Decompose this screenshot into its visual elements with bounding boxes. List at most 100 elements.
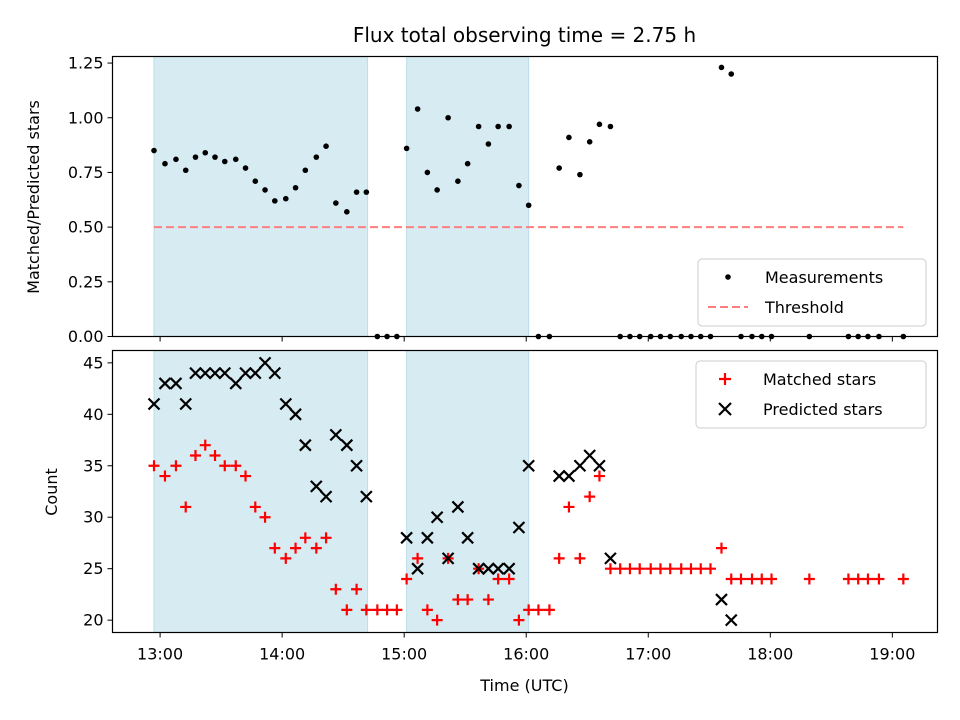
predicted-star-point [604, 552, 617, 565]
matched-star-point [462, 594, 474, 606]
predicted-star-point [512, 521, 526, 534]
x-tick-label: 18:00 [747, 645, 793, 664]
matched-star-point [492, 573, 504, 585]
top-y-axis-label: Matched/Predicted stars [24, 100, 43, 294]
matched-star-point [532, 604, 544, 616]
y-tick-label: 30 [83, 508, 103, 527]
measurement-point [252, 178, 259, 184]
legend-predicted-label: Predicted stars [763, 400, 883, 419]
predicted-star-point [482, 562, 495, 575]
matched-star-point [695, 563, 707, 575]
matched-star-point [148, 460, 160, 472]
measurement-point [323, 143, 329, 149]
legend-measurements-marker [725, 274, 731, 280]
matched-star-point [803, 573, 815, 585]
y-tick-label: 1.25 [68, 54, 104, 73]
predicted-star-point [158, 377, 172, 390]
predicted-star-point [552, 469, 566, 483]
y-tick-label: 35 [83, 456, 103, 475]
shaded-span [406, 56, 530, 337]
measurement-point [202, 149, 209, 156]
bottom-data-points [147, 356, 909, 627]
predicted-star-point [472, 562, 485, 575]
matched-star-point [230, 460, 242, 472]
measurement-point [151, 147, 157, 154]
predicted-star-point [268, 366, 282, 380]
matched-star-point [330, 583, 342, 595]
top-axes-frame [111, 55, 939, 338]
y-tick-label: 45 [83, 353, 103, 372]
shaded-span [406, 350, 530, 633]
y-tick-label: 0.75 [68, 163, 104, 182]
x-tick-label: 13:00 [137, 645, 183, 664]
matched-star-point [249, 501, 261, 513]
matched-star-point [431, 614, 443, 626]
x-tick-label: 19:00 [869, 645, 915, 664]
predicted-star-point [421, 531, 434, 545]
x-tick-label: 17:00 [625, 645, 671, 664]
predicted-star-point [411, 562, 424, 575]
measurement-point [434, 187, 440, 193]
predicted-star-point [329, 428, 343, 442]
measurement-point [718, 64, 725, 71]
matched-star-point [756, 573, 768, 585]
measurement-point [344, 209, 350, 215]
predicted-star-point [249, 366, 262, 380]
matched-star-point [219, 460, 231, 472]
matched-star-point [401, 573, 413, 585]
predicted-star-point [208, 366, 222, 380]
matched-star-point [563, 501, 575, 513]
matched-star-point [746, 573, 758, 585]
measurement-point [596, 121, 603, 128]
matched-star-point [412, 552, 424, 564]
predicted-star-point [583, 449, 596, 462]
predicted-star-point [147, 397, 161, 411]
measurement-point [173, 156, 179, 163]
predicted-star-point [218, 366, 232, 380]
matched-star-point [299, 532, 311, 544]
top-shaded-spans [153, 56, 530, 337]
matched-star-point [553, 552, 565, 564]
legend-threshold-label: Threshold [764, 298, 844, 317]
x-tick-label: 16:00 [503, 645, 549, 664]
matched-star-point [584, 491, 596, 503]
predicted-star-point [491, 562, 505, 575]
bottom-axes-frame [111, 349, 939, 634]
matched-star-point [614, 563, 626, 575]
predicted-star-point [593, 459, 606, 473]
matched-star-point [360, 604, 372, 616]
measurement-point [292, 184, 299, 191]
matched-star-point [593, 470, 605, 482]
matched-star-point [280, 552, 292, 564]
y-tick-label: 25 [83, 559, 103, 578]
matched-star-point [351, 583, 363, 595]
y-tick-label: 0.25 [68, 272, 104, 291]
predicted-star-point [724, 613, 738, 627]
predicted-star-point [189, 366, 202, 380]
predicted-star-point [400, 531, 413, 545]
bottom-y-axis: 20 25 30 35 40 45 [83, 353, 113, 630]
legend-matched-label: Matched stars [763, 370, 876, 389]
measurement-point [445, 114, 451, 121]
matched-star-point [725, 573, 737, 585]
measurement-point [221, 158, 228, 165]
predicted-star-point [430, 510, 444, 524]
matched-star-point [452, 594, 464, 606]
measurement-point [192, 154, 199, 160]
measurement-point [577, 171, 583, 178]
matched-star-point [685, 563, 697, 575]
measurement-point [302, 167, 309, 174]
matched-star-point [421, 604, 433, 616]
measurement-point [353, 189, 360, 195]
x-tick-label: 14:00 [259, 645, 305, 664]
bottom-shaded-spans [153, 350, 530, 633]
bottom-legend: Matched stars Predicted stars [695, 360, 927, 429]
matched-star-point [482, 594, 494, 606]
shaded-span [153, 350, 369, 633]
predicted-star-point [289, 408, 302, 421]
measurement-point [333, 200, 339, 206]
predicted-star-point [279, 397, 293, 411]
chart-title: Flux total observing time = 2.75 h [353, 23, 696, 47]
predicted-star-point [299, 438, 312, 452]
predicted-star-point [715, 593, 728, 606]
